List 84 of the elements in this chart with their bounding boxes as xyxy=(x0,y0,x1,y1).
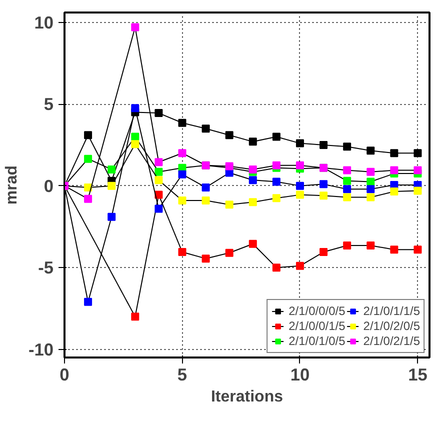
legend-label: 2/1/0/2/0/5 xyxy=(363,319,420,333)
point xyxy=(414,166,422,174)
y-tick-label: 10 xyxy=(34,12,54,32)
point xyxy=(84,298,92,306)
point xyxy=(131,23,140,32)
point xyxy=(108,182,116,190)
y-tick-label: -5 xyxy=(38,258,54,278)
point xyxy=(178,118,186,127)
point xyxy=(225,200,234,209)
point xyxy=(320,248,328,256)
x-tick-label: 10 xyxy=(290,364,310,384)
point xyxy=(84,194,92,203)
point xyxy=(296,262,304,270)
point xyxy=(178,248,186,256)
point xyxy=(108,165,116,174)
point xyxy=(178,149,186,158)
point xyxy=(272,161,280,170)
point xyxy=(154,204,163,213)
point xyxy=(343,166,352,174)
point xyxy=(366,178,375,186)
point xyxy=(154,176,163,184)
y-tick-label: 5 xyxy=(44,94,54,114)
x-tick-label: 0 xyxy=(60,364,70,384)
point xyxy=(366,193,375,202)
point xyxy=(248,240,257,248)
point xyxy=(131,104,140,112)
point xyxy=(272,264,280,272)
y-tick-label: 0 xyxy=(44,176,54,196)
point xyxy=(296,139,304,148)
point xyxy=(343,185,352,194)
point xyxy=(320,180,328,188)
point xyxy=(296,190,304,199)
point xyxy=(414,149,422,158)
point xyxy=(414,246,422,254)
point xyxy=(366,242,375,250)
point xyxy=(343,242,352,250)
point xyxy=(366,146,375,155)
x-tick-label: 5 xyxy=(177,364,188,384)
point xyxy=(154,168,163,176)
x-tick-label: 15 xyxy=(408,364,428,384)
y-axis-title: mrad xyxy=(3,165,20,205)
point xyxy=(343,142,352,151)
point xyxy=(178,170,186,178)
point xyxy=(154,109,163,118)
point xyxy=(320,192,328,200)
point xyxy=(272,132,280,141)
point xyxy=(248,176,257,184)
point xyxy=(202,183,210,192)
point xyxy=(248,198,257,206)
point xyxy=(248,138,257,146)
legend-label: 2/1/0/2/1/5 xyxy=(363,334,420,348)
x-axis-title: Iterations xyxy=(210,388,284,406)
point xyxy=(225,248,234,257)
point xyxy=(178,196,186,205)
point xyxy=(296,161,304,170)
legend-label: 2/1/0/0/0/5 xyxy=(288,304,346,318)
point xyxy=(366,185,375,194)
point xyxy=(202,124,210,133)
point xyxy=(390,188,398,196)
y-tick-label: -10 xyxy=(28,339,54,360)
point xyxy=(390,149,398,158)
point xyxy=(343,193,352,202)
legend-label: 2/1/0/0/1/5 xyxy=(288,319,346,333)
point xyxy=(320,140,328,149)
point xyxy=(414,186,422,195)
point xyxy=(366,168,375,176)
point xyxy=(343,176,352,185)
point xyxy=(108,212,116,221)
point xyxy=(390,166,398,174)
point xyxy=(272,178,280,186)
point xyxy=(296,182,304,190)
point xyxy=(84,154,92,163)
point xyxy=(202,196,210,205)
point xyxy=(272,194,280,202)
legend-label: 2/1/0/1/0/5 xyxy=(288,334,346,348)
point xyxy=(390,246,398,254)
point xyxy=(154,158,163,166)
point xyxy=(202,254,210,263)
point xyxy=(225,131,234,140)
point xyxy=(248,165,257,174)
point xyxy=(131,312,140,321)
point xyxy=(84,131,92,140)
point xyxy=(131,140,140,148)
legend-label: 2/1/0/1/1/5 xyxy=(363,304,420,318)
